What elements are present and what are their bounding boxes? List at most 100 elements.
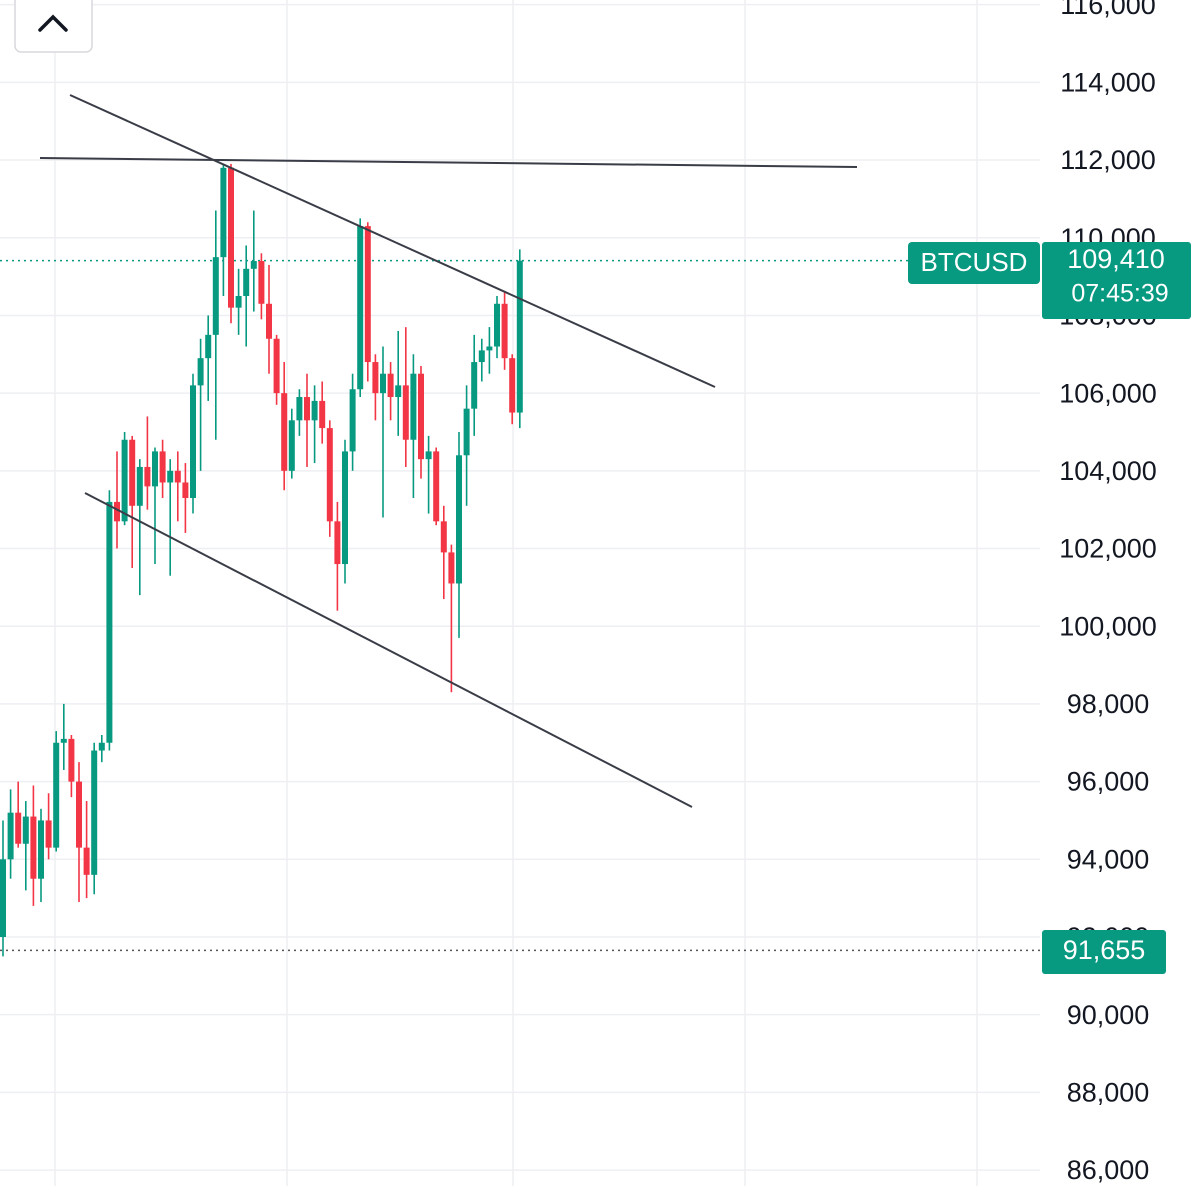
candle-body <box>433 451 440 522</box>
candle-body <box>68 738 75 782</box>
candle-body <box>266 303 272 339</box>
candle-body <box>387 373 394 398</box>
trendlines <box>39 94 858 808</box>
candle-body <box>152 451 158 487</box>
last-price-label: 109,410 <box>1067 244 1165 274</box>
candle-body <box>91 750 98 875</box>
candle-body <box>364 226 371 363</box>
candle-body <box>15 812 22 844</box>
candle-body <box>380 373 386 394</box>
candle-body <box>334 521 341 565</box>
candle-body <box>372 362 379 394</box>
candle-body <box>83 847 90 875</box>
countdown-label: 07:45:39 <box>1071 280 1168 308</box>
button-box[interactable] <box>14 0 93 53</box>
y-tick-label: 96,000 <box>1067 767 1150 797</box>
candle-body <box>167 470 174 483</box>
candle-body <box>243 268 250 297</box>
candle-body <box>463 408 470 456</box>
chevron-icon[interactable] <box>38 14 68 32</box>
candle-body <box>76 781 82 848</box>
candle-body <box>410 373 417 440</box>
y-tick-label: 114,000 <box>1060 67 1156 97</box>
candle-body <box>471 362 478 409</box>
symbol-tag <box>908 242 1040 284</box>
candle-body <box>326 428 333 522</box>
y-tick-label: 98,000 <box>1067 689 1150 719</box>
candle-body <box>281 393 288 471</box>
candles <box>0 163 523 957</box>
low-marker-label: 91,655 <box>1063 935 1146 965</box>
candle-body <box>402 385 409 440</box>
candle-body <box>456 455 462 584</box>
candle-body <box>182 482 189 499</box>
candle-body <box>30 816 37 879</box>
candle-body <box>509 358 516 413</box>
trendline <box>69 94 716 388</box>
candle-body <box>22 816 29 844</box>
candle-body <box>197 358 204 386</box>
candle-body <box>296 397 303 421</box>
candle-body <box>228 167 234 308</box>
candle-body <box>273 338 280 394</box>
candle-body <box>121 439 128 522</box>
price-axis: 86,00088,00090,00092,00094,00096,00098,0… <box>1059 0 1157 1185</box>
trendline <box>84 492 693 808</box>
candle-body <box>516 260 523 413</box>
y-tick-label: 88,000 <box>1067 1078 1150 1108</box>
candle-body <box>144 466 151 487</box>
candle-body <box>106 501 113 743</box>
y-tick-label: 106,000 <box>1059 378 1157 408</box>
y-tick-label: 86,000 <box>1067 1155 1150 1185</box>
candle-body <box>7 812 14 860</box>
candle-body <box>53 742 60 848</box>
candle-body <box>205 334 212 359</box>
low-marker-tag <box>1042 930 1166 974</box>
candle-body <box>342 451 348 565</box>
candle-body <box>319 400 326 429</box>
candle-body <box>501 303 508 359</box>
candle-body <box>478 350 485 363</box>
candle-body <box>494 303 500 347</box>
candle-body <box>60 738 67 743</box>
candle-body <box>425 451 432 460</box>
candle-body <box>0 859 6 937</box>
candle-body <box>220 167 227 258</box>
y-tick-label: 112,000 <box>1060 145 1156 175</box>
price-tags: BTCUSD 109,410 07:45:39 91,655 <box>908 242 1191 974</box>
symbol-label: BTCUSD <box>921 247 1028 277</box>
last-price-tag <box>1042 242 1191 319</box>
vertical-grid <box>54 0 978 1186</box>
candle-body <box>212 257 219 335</box>
candle-body <box>304 397 310 421</box>
candle-body <box>45 820 52 848</box>
candle-body <box>174 470 181 483</box>
candle-body <box>418 373 424 460</box>
candle-body <box>250 261 257 269</box>
candle-body <box>38 820 44 879</box>
y-tick-label: 94,000 <box>1067 844 1150 874</box>
candle-body <box>311 400 318 421</box>
trendline <box>39 157 858 168</box>
candle-body <box>136 466 143 506</box>
candle-body <box>98 742 105 751</box>
candle-body <box>258 261 265 304</box>
y-tick-label: 100,000 <box>1059 611 1157 641</box>
candle-body <box>288 420 295 471</box>
y-tick-label: 90,000 <box>1067 1000 1150 1030</box>
candle-body <box>129 439 136 506</box>
candle-body <box>486 346 493 351</box>
candle-body <box>448 552 455 584</box>
candle-body <box>190 385 196 499</box>
candle-body <box>114 501 120 522</box>
collapse-button[interactable] <box>14 0 93 53</box>
horizontal-grid <box>0 3 1040 1171</box>
y-tick-label: 116,000 <box>1060 0 1156 20</box>
candle-body <box>395 385 402 398</box>
y-tick-label: 102,000 <box>1059 534 1157 564</box>
candle-body <box>235 296 242 308</box>
candle-body <box>357 226 364 390</box>
candle-body <box>159 451 166 483</box>
